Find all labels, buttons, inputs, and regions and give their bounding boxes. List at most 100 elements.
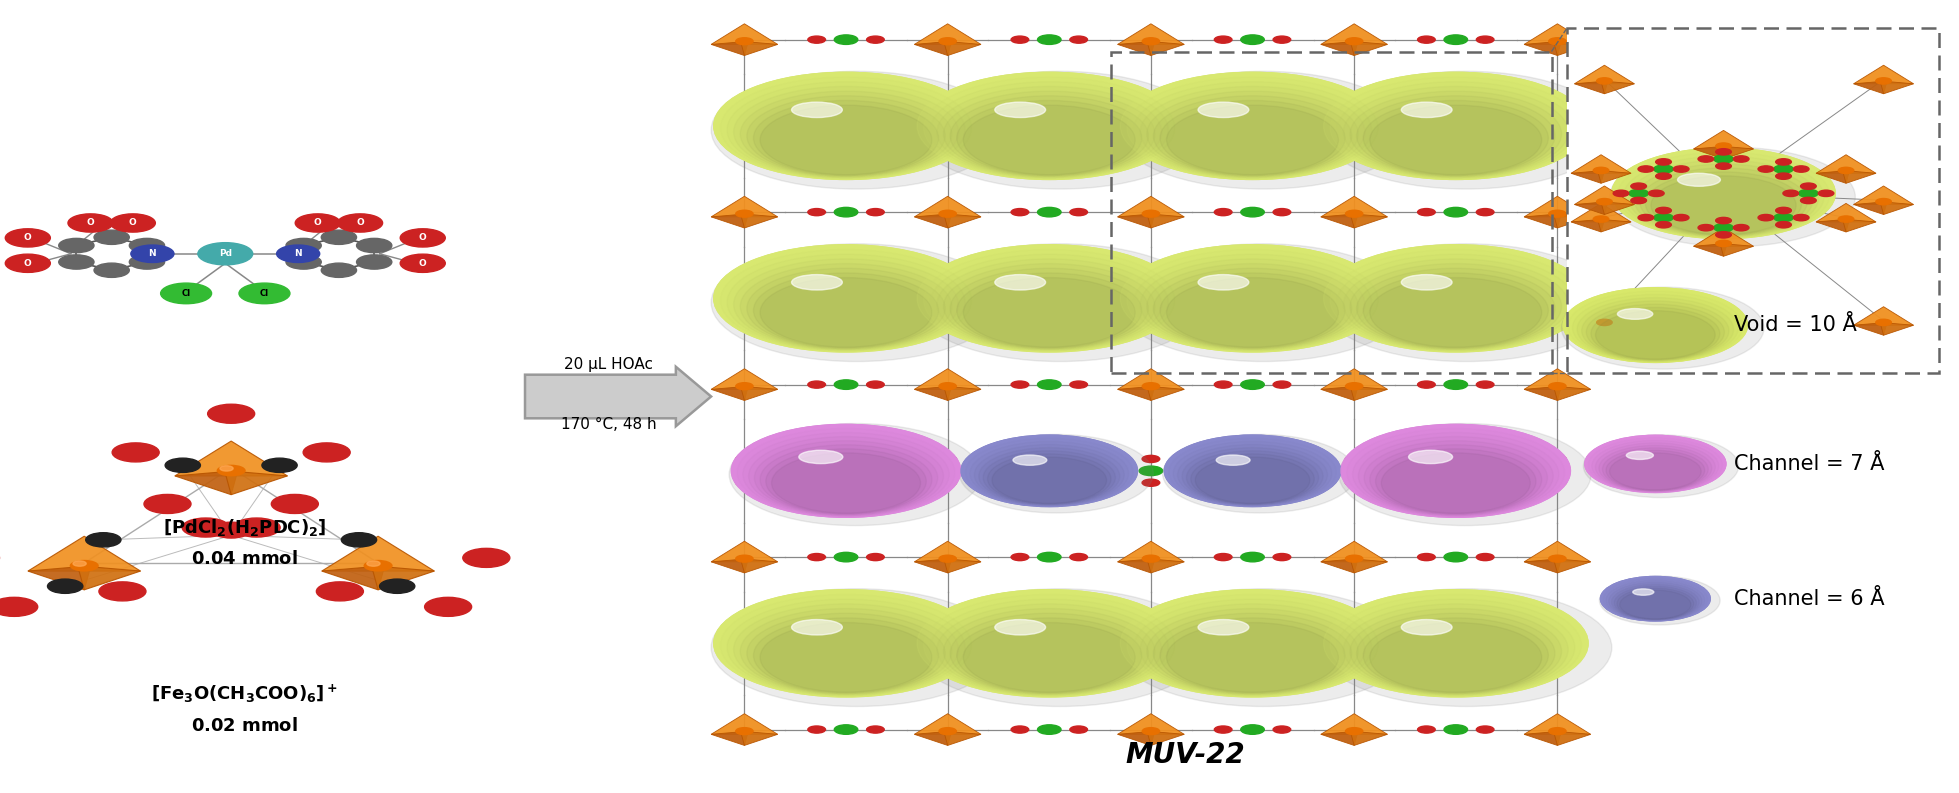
Ellipse shape — [1222, 457, 1281, 481]
Polygon shape — [27, 565, 90, 590]
Ellipse shape — [1332, 593, 1579, 693]
Ellipse shape — [1636, 589, 1675, 606]
Ellipse shape — [983, 615, 1115, 668]
Ellipse shape — [1124, 592, 1381, 695]
Circle shape — [1142, 307, 1160, 314]
Ellipse shape — [1356, 268, 1555, 349]
Ellipse shape — [931, 255, 1168, 351]
Ellipse shape — [1648, 594, 1663, 600]
Ellipse shape — [1187, 444, 1316, 496]
Ellipse shape — [829, 633, 864, 647]
Ellipse shape — [1646, 594, 1665, 601]
Ellipse shape — [1628, 160, 1818, 237]
Ellipse shape — [1027, 631, 1072, 649]
Circle shape — [110, 214, 155, 232]
Ellipse shape — [731, 424, 960, 517]
Ellipse shape — [1181, 268, 1322, 325]
Circle shape — [1550, 307, 1567, 314]
Ellipse shape — [1156, 603, 1350, 681]
Ellipse shape — [980, 268, 1121, 325]
Circle shape — [835, 725, 858, 734]
Polygon shape — [1853, 307, 1914, 325]
Ellipse shape — [1346, 598, 1565, 688]
Ellipse shape — [1595, 442, 1716, 492]
Circle shape — [735, 307, 752, 314]
Polygon shape — [1720, 146, 1753, 159]
Polygon shape — [1575, 201, 1608, 214]
Ellipse shape — [1350, 600, 1561, 685]
Ellipse shape — [948, 601, 1150, 684]
Ellipse shape — [1187, 450, 1318, 504]
Ellipse shape — [1179, 441, 1326, 500]
Circle shape — [938, 307, 956, 314]
Circle shape — [1698, 224, 1714, 231]
Text: Channel = 7 Å: Channel = 7 Å — [1734, 454, 1885, 474]
Ellipse shape — [819, 458, 874, 479]
Ellipse shape — [1168, 623, 1338, 692]
Ellipse shape — [1363, 101, 1548, 175]
Ellipse shape — [842, 293, 850, 297]
Ellipse shape — [1005, 452, 1093, 488]
Ellipse shape — [1371, 263, 1540, 331]
Ellipse shape — [968, 438, 1132, 504]
Ellipse shape — [1430, 112, 1483, 133]
Ellipse shape — [754, 87, 938, 162]
Ellipse shape — [1612, 446, 1698, 481]
Ellipse shape — [921, 592, 1177, 695]
Ellipse shape — [1387, 442, 1524, 497]
Ellipse shape — [1399, 273, 1512, 320]
Ellipse shape — [1350, 255, 1561, 340]
Ellipse shape — [1687, 176, 1761, 206]
Ellipse shape — [1152, 601, 1354, 684]
Ellipse shape — [1320, 71, 1612, 189]
Ellipse shape — [987, 616, 1111, 666]
Circle shape — [1716, 217, 1732, 224]
Ellipse shape — [1381, 94, 1530, 155]
Ellipse shape — [1649, 595, 1661, 600]
Ellipse shape — [1209, 105, 1297, 141]
Ellipse shape — [1146, 82, 1358, 168]
Ellipse shape — [936, 259, 1162, 350]
Ellipse shape — [1363, 259, 1548, 335]
Circle shape — [1550, 210, 1565, 217]
Circle shape — [47, 579, 82, 593]
Ellipse shape — [1434, 113, 1477, 132]
Ellipse shape — [1401, 274, 1452, 290]
Ellipse shape — [801, 623, 889, 658]
Ellipse shape — [1195, 101, 1311, 147]
Ellipse shape — [1350, 608, 1561, 694]
Ellipse shape — [1154, 96, 1352, 176]
Circle shape — [1070, 726, 1087, 733]
Ellipse shape — [931, 595, 1168, 691]
Ellipse shape — [917, 245, 1181, 352]
Ellipse shape — [1716, 187, 1732, 193]
Polygon shape — [1601, 323, 1634, 335]
Ellipse shape — [1195, 457, 1311, 504]
Circle shape — [1342, 638, 1365, 648]
Ellipse shape — [974, 266, 1124, 327]
Ellipse shape — [936, 86, 1162, 178]
Ellipse shape — [1634, 314, 1677, 331]
Ellipse shape — [1369, 278, 1542, 347]
Circle shape — [1215, 381, 1232, 388]
Polygon shape — [1117, 558, 1156, 573]
Circle shape — [1716, 232, 1732, 238]
Ellipse shape — [741, 255, 952, 340]
Ellipse shape — [727, 595, 966, 691]
Ellipse shape — [731, 251, 960, 344]
Ellipse shape — [1367, 435, 1544, 506]
Polygon shape — [1524, 369, 1591, 389]
Ellipse shape — [997, 448, 1103, 491]
Ellipse shape — [713, 72, 978, 179]
Ellipse shape — [964, 105, 1136, 174]
Ellipse shape — [1146, 263, 1358, 349]
Circle shape — [212, 522, 251, 538]
Ellipse shape — [1222, 283, 1283, 308]
Ellipse shape — [1217, 626, 1287, 655]
Polygon shape — [741, 386, 778, 400]
Circle shape — [938, 455, 956, 462]
Ellipse shape — [1324, 245, 1589, 352]
Ellipse shape — [931, 250, 1168, 346]
Circle shape — [936, 638, 960, 648]
Ellipse shape — [1642, 592, 1669, 603]
